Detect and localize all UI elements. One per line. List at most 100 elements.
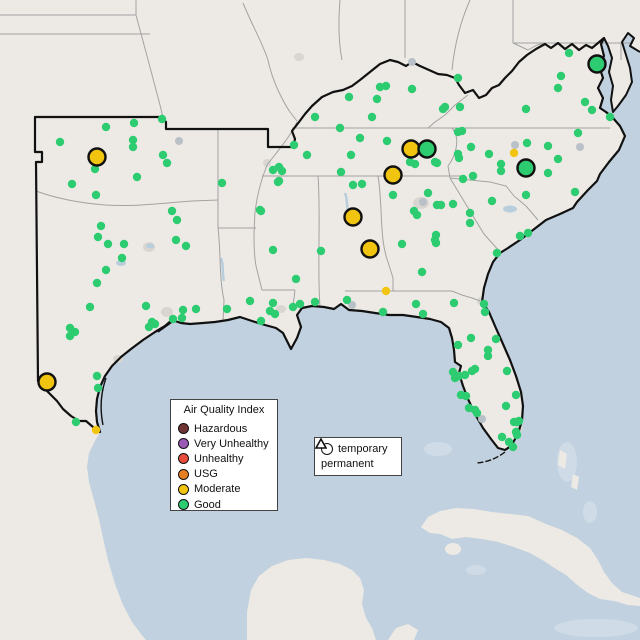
station-good: [487, 196, 497, 206]
station-no-data: [348, 301, 356, 309]
station-good: [355, 133, 365, 143]
station-good: [430, 157, 440, 167]
aqi-legend-title: Air Quality Index: [183, 404, 265, 416]
delmarva-coast: [603, 32, 640, 113]
land-cuba: [421, 450, 640, 606]
station-good: [191, 304, 201, 314]
station-good: [128, 142, 138, 152]
station-good: [573, 128, 583, 138]
barrier-islands: [100, 321, 506, 464]
aqi-legend-label: Unhealthy: [194, 452, 244, 465]
station-good: [344, 92, 354, 102]
station-good: [357, 179, 367, 189]
station-moderate: [381, 286, 391, 296]
station-no-data: [478, 415, 486, 423]
station-good: [431, 238, 441, 248]
station-good-temporary: [587, 54, 607, 74]
station-markers: [37, 48, 615, 452]
station-good: [580, 97, 590, 107]
station-good: [270, 309, 280, 319]
station-good: [289, 140, 299, 150]
station-good: [502, 366, 512, 376]
station-good: [465, 208, 475, 218]
station-good: [511, 390, 521, 400]
aqi-legend-row: Good: [171, 497, 277, 512]
station-good: [90, 164, 100, 174]
station-type-label: temporary: [338, 442, 388, 455]
station-good: [381, 81, 391, 91]
station-good: [470, 364, 480, 374]
station-good: [178, 305, 188, 315]
station-good: [117, 253, 127, 263]
aqi-color-swatch-icon: [178, 468, 189, 480]
station-good: [378, 307, 388, 317]
station-moderate-temporary: [343, 207, 363, 227]
aqi-color-swatch-icon: [178, 423, 189, 435]
station-good: [93, 383, 103, 393]
station-good: [514, 416, 524, 426]
aqi-legend-row: Hazardous: [171, 421, 277, 436]
station-good: [129, 118, 139, 128]
shallow-banks: [424, 442, 638, 637]
aqi-color-swatch-icon: [178, 499, 189, 511]
station-good: [171, 235, 181, 245]
station-no-data: [576, 143, 584, 151]
station-no-data: [511, 141, 519, 149]
station-good: [92, 371, 102, 381]
permanent-triangle-icon: [315, 438, 327, 449]
station-good: [411, 299, 421, 309]
station-good: [521, 104, 531, 114]
station-good: [92, 278, 102, 288]
station-good: [274, 162, 284, 172]
state-borders: [0, 0, 633, 323]
station-good: [423, 188, 433, 198]
station-good: [553, 154, 563, 164]
station-good: [132, 172, 142, 182]
station-good: [453, 340, 463, 350]
station-moderate: [91, 425, 101, 435]
aqi-legend: Air Quality Index Hazardous Very Unhealth…: [170, 399, 278, 511]
station-good: [521, 190, 531, 200]
station-good: [93, 232, 103, 242]
aqi-legend-label: USG: [194, 468, 218, 481]
station-good: [483, 345, 493, 355]
station-good: [543, 168, 553, 178]
aqi-color-swatch-icon: [178, 453, 189, 465]
station-good: [492, 248, 502, 258]
station-good: [288, 302, 298, 312]
station-good: [67, 179, 77, 189]
station-good: [543, 141, 553, 151]
station-good: [461, 391, 471, 401]
station-good: [448, 199, 458, 209]
aqi-legend-row: Unhealthy: [171, 451, 277, 466]
station-good: [96, 221, 106, 231]
aqi-legend-row: Moderate: [171, 482, 277, 497]
station-good: [55, 137, 65, 147]
station-good: [65, 331, 75, 341]
station-good: [472, 408, 482, 418]
land-yucatan: [247, 558, 418, 640]
station-good: [480, 307, 490, 317]
station-good: [556, 71, 566, 81]
station-good: [101, 122, 111, 132]
station-good: [316, 246, 326, 256]
aqi-legend-label: Very Unhealthy: [194, 437, 269, 450]
station-moderate-temporary: [401, 139, 421, 159]
station-good: [128, 135, 138, 145]
station-good: [523, 228, 533, 238]
aqi-legend-label: Hazardous: [194, 422, 248, 435]
station-good: [466, 333, 476, 343]
station-good: [141, 301, 151, 311]
station-good: [157, 114, 167, 124]
station-good: [336, 167, 346, 177]
station-good: [468, 171, 478, 181]
station-good: [162, 158, 172, 168]
station-good: [103, 239, 113, 249]
station-good: [587, 105, 597, 115]
station-good: [388, 190, 398, 200]
station-good: [570, 187, 580, 197]
station-type-items: temporary permanent: [315, 438, 401, 472]
station-good: [449, 298, 459, 308]
